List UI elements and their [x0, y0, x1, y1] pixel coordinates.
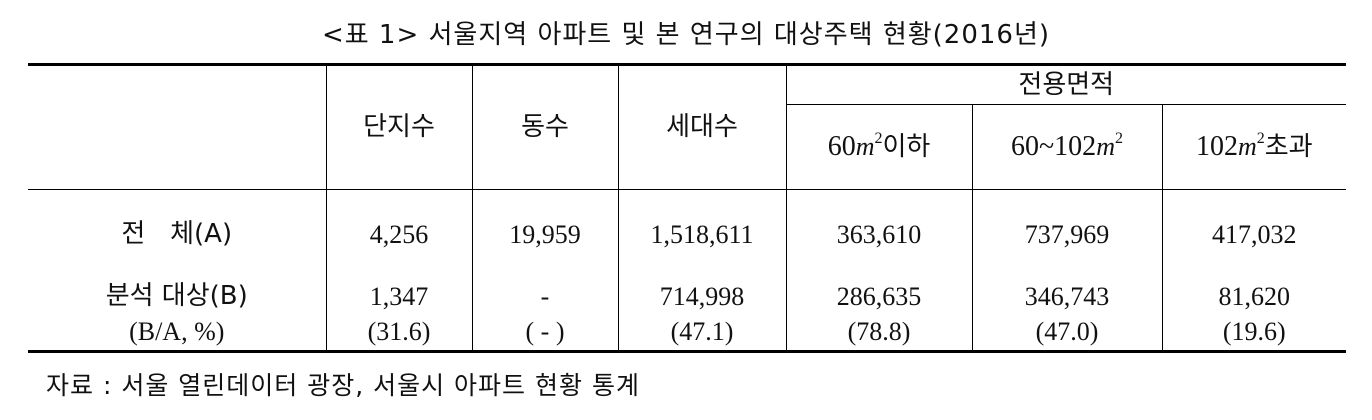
cell-target-area-large: 81,620	[1161, 279, 1346, 314]
table-row-target: 분석 대상(B) 1,347 - 714,998 286,635 346,743…	[28, 279, 1346, 314]
cell-target-building: -	[471, 279, 618, 314]
cell-total-area-medium: 737,969	[971, 189, 1162, 280]
table-row-total: 전 체(A) 4,256 19,959 1,518,611 363,610 73…	[28, 189, 1346, 280]
header-area-large: 102m2초과	[1161, 104, 1346, 190]
header-area-medium: 60~102m2	[971, 104, 1162, 190]
cell-ratio-complex: (31.6)	[325, 313, 472, 353]
housing-table: 단지수 동수 세대수 전용면적 60m2이하 60~102m2 102m2초과 …	[28, 63, 1346, 353]
row-label-total: 전 체(A)	[28, 189, 326, 280]
row-label-ratio: (B/A, %)	[28, 313, 326, 353]
cell-ratio-household: (47.1)	[617, 313, 786, 353]
cell-total-household: 1,518,611	[617, 189, 786, 280]
cell-target-household: 714,998	[617, 279, 786, 314]
cell-ratio-area-small: (78.8)	[785, 313, 972, 353]
header-area-small: 60m2이하	[785, 104, 972, 190]
cell-total-building: 19,959	[471, 189, 618, 280]
table-title: <표 1> 서울지역 아파트 및 본 연구의 대상주택 현황(2016년)	[321, 20, 1051, 50]
header-empty	[28, 63, 326, 190]
cell-total-area-small: 363,610	[785, 189, 972, 280]
header-household: 세대수	[617, 63, 786, 190]
cell-ratio-area-large: (19.6)	[1161, 313, 1346, 353]
header-area-group: 전용면적	[785, 63, 1346, 105]
header-complex: 단지수	[325, 63, 472, 190]
row-label-target: 분석 대상(B)	[105, 281, 248, 311]
cell-total-complex: 4,256	[325, 189, 472, 280]
cell-target-area-medium: 346,743	[971, 279, 1162, 314]
source-note: 자료 : 서울 열린데이터 광장, 서울시 아파트 현황 통계	[46, 371, 640, 400]
cell-target-complex: 1,347	[325, 279, 472, 314]
cell-ratio-building: ( - )	[471, 313, 618, 353]
table-row-ratio: (B/A, %) (31.6) ( - ) (47.1) (78.8) (47.…	[28, 313, 1346, 353]
cell-ratio-area-medium: (47.0)	[971, 313, 1162, 353]
cell-target-area-small: 286,635	[785, 279, 972, 314]
header-building: 동수	[471, 63, 618, 190]
cell-total-area-large: 417,032	[1161, 189, 1346, 280]
